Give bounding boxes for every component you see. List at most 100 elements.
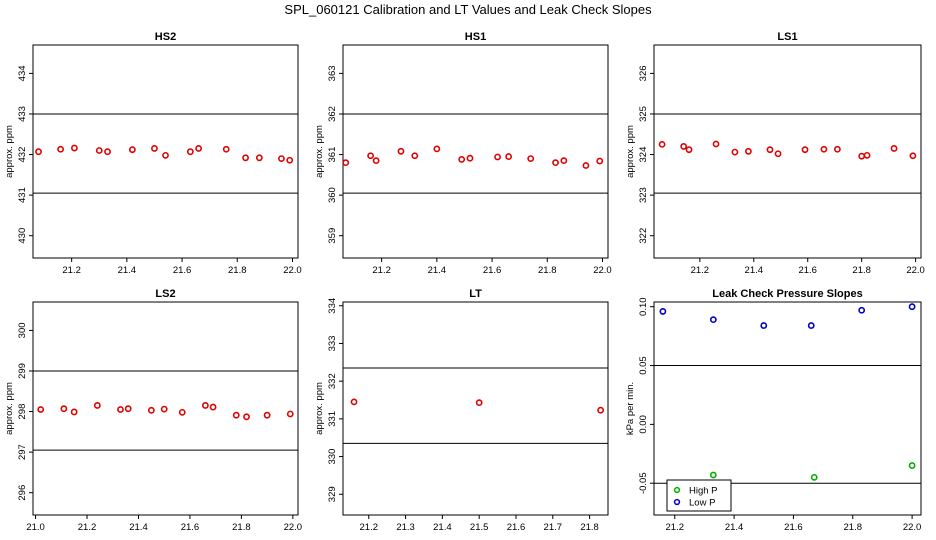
x-tick-label: 21.4: [129, 522, 148, 533]
data-point-value: [658, 140, 666, 148]
x-tick-label: 21.3: [396, 522, 415, 533]
data-point-value: [858, 152, 866, 160]
data-point-value: [527, 155, 535, 162]
y-tick-label: 0.00: [638, 415, 649, 434]
data-point-value: [93, 402, 101, 409]
data-point-value: [263, 411, 271, 419]
panel-title: LS2: [155, 288, 175, 300]
data-point-low-p: [659, 308, 667, 315]
data-point-value: [242, 154, 249, 162]
x-tick-label: 21.2: [62, 265, 81, 276]
data-point-value: [186, 148, 194, 156]
y-tick-label: 434: [17, 65, 28, 81]
data-point-value: [372, 157, 380, 165]
x-tick-label: 21.8: [538, 265, 557, 276]
x-tick-label: 21.8: [844, 522, 863, 533]
data-point-value: [475, 399, 483, 407]
data-point-value: [70, 408, 78, 416]
data-point-value: [466, 154, 474, 162]
legend-label: Low P: [689, 498, 715, 509]
y-tick-label: 297: [17, 444, 28, 460]
chart-panel-4: LS2 21.0 21.2 21.4 21.6 21.8 22.0 296 297 298 299 3…: [4, 288, 302, 533]
data-point-value: [833, 145, 841, 153]
data-point-value: [597, 406, 605, 414]
data-point-value: [680, 143, 688, 150]
y-tick-label: 325: [638, 106, 649, 122]
data-point-value: [744, 147, 752, 155]
y-tick-label: 0.05: [638, 356, 649, 375]
legend-box: [666, 479, 732, 512]
panel-title: HS2: [155, 31, 176, 43]
x-tick-label: 21.4: [725, 522, 744, 533]
x-tick-label: 21.2: [666, 522, 685, 533]
y-tick-label: 431: [17, 187, 28, 203]
data-point-value: [433, 145, 441, 153]
data-point-value: [60, 405, 68, 413]
y-tick-label: 361: [327, 147, 338, 163]
chart-panel-5: LT 21.2 21.3 21.4 21.5 21.6 21.7 21.8 329 330 331 3…: [314, 288, 609, 533]
data-point-value: [147, 406, 155, 414]
y-tick-label: 331: [327, 411, 338, 427]
x-tick-label: 21.8: [852, 265, 871, 276]
data-point-low-p: [760, 322, 768, 329]
x-tick-label: 21.0: [26, 522, 45, 533]
y-axis-label: approx. ppm: [4, 125, 15, 178]
x-tick-label: 21.6: [507, 522, 526, 533]
data-point-value: [397, 147, 405, 155]
x-tick-label: 21.8: [232, 522, 251, 533]
y-tick-label: 299: [17, 363, 28, 379]
data-point-value: [820, 145, 828, 153]
data-point-value: [222, 145, 230, 153]
x-tick-label: 21.2: [360, 522, 379, 533]
x-tick-label: 21.2: [691, 265, 710, 276]
plot-frame: [32, 44, 299, 259]
x-tick-label: 21.8: [580, 522, 599, 533]
data-point-low-p: [908, 303, 916, 311]
x-tick-label: 21.8: [228, 265, 247, 276]
y-tick-label: 0.10: [638, 297, 649, 316]
y-tick-label: 433: [17, 106, 28, 122]
data-point-low-p: [709, 316, 717, 324]
data-point-low-p: [858, 306, 866, 314]
data-point-value: [35, 148, 42, 156]
data-point-value: [117, 406, 124, 413]
legend-marker: [673, 498, 681, 506]
y-tick-label: 326: [638, 65, 649, 81]
chart-panel-1: HS2 21.2 21.4 21.6 21.8 22.0 430 431 432 433 434 ap…: [4, 31, 302, 276]
y-tick-label: 329: [327, 486, 338, 502]
data-point-value: [731, 148, 739, 156]
data-point-value: [255, 154, 263, 162]
y-tick-label: 298: [17, 404, 28, 420]
data-point-value: [71, 144, 78, 152]
panel-title: LT: [469, 288, 482, 300]
x-tick-label: 21.6: [483, 265, 502, 276]
data-point-value: [766, 146, 774, 154]
x-tick-label: 21.5: [470, 522, 489, 533]
chart-panel-3: LS1 21.2 21.4 21.6 21.8 22.0 322 323 324 325 326 ap…: [625, 31, 925, 276]
y-tick-label: 432: [17, 147, 28, 163]
x-tick-label: 21.6: [798, 265, 817, 276]
data-point-value: [243, 413, 250, 421]
x-tick-label: 21.2: [78, 522, 97, 533]
x-tick-label: 21.4: [745, 265, 764, 276]
data-point-value: [350, 398, 358, 406]
chart-panel-2: HS1 21.2 21.4 21.6 21.8 22.0 359 360 361 362 363 ap…: [314, 31, 612, 276]
x-tick-label: 21.7: [544, 522, 563, 533]
data-point-value: [685, 146, 693, 154]
data-point-high-p: [908, 462, 916, 469]
data-point-value: [774, 150, 782, 158]
x-tick-label: 21.4: [118, 265, 137, 276]
data-point-value: [582, 162, 590, 169]
x-tick-label: 22.0: [283, 265, 302, 276]
data-point-value: [209, 403, 217, 411]
data-point-value: [712, 140, 720, 148]
data-point-value: [278, 155, 285, 162]
y-axis-label: approx. ppm: [314, 382, 325, 435]
data-point-value: [162, 151, 169, 159]
panel-title: Leak Check Pressure Slopes: [712, 288, 862, 300]
plot-frame: [653, 44, 922, 259]
panels: HS2 21.2 21.4 21.6 21.8 22.0 430 431 432 433 434 ap…: [4, 31, 925, 533]
y-tick-label: 324: [638, 147, 649, 163]
x-tick-label: 21.2: [372, 265, 391, 276]
